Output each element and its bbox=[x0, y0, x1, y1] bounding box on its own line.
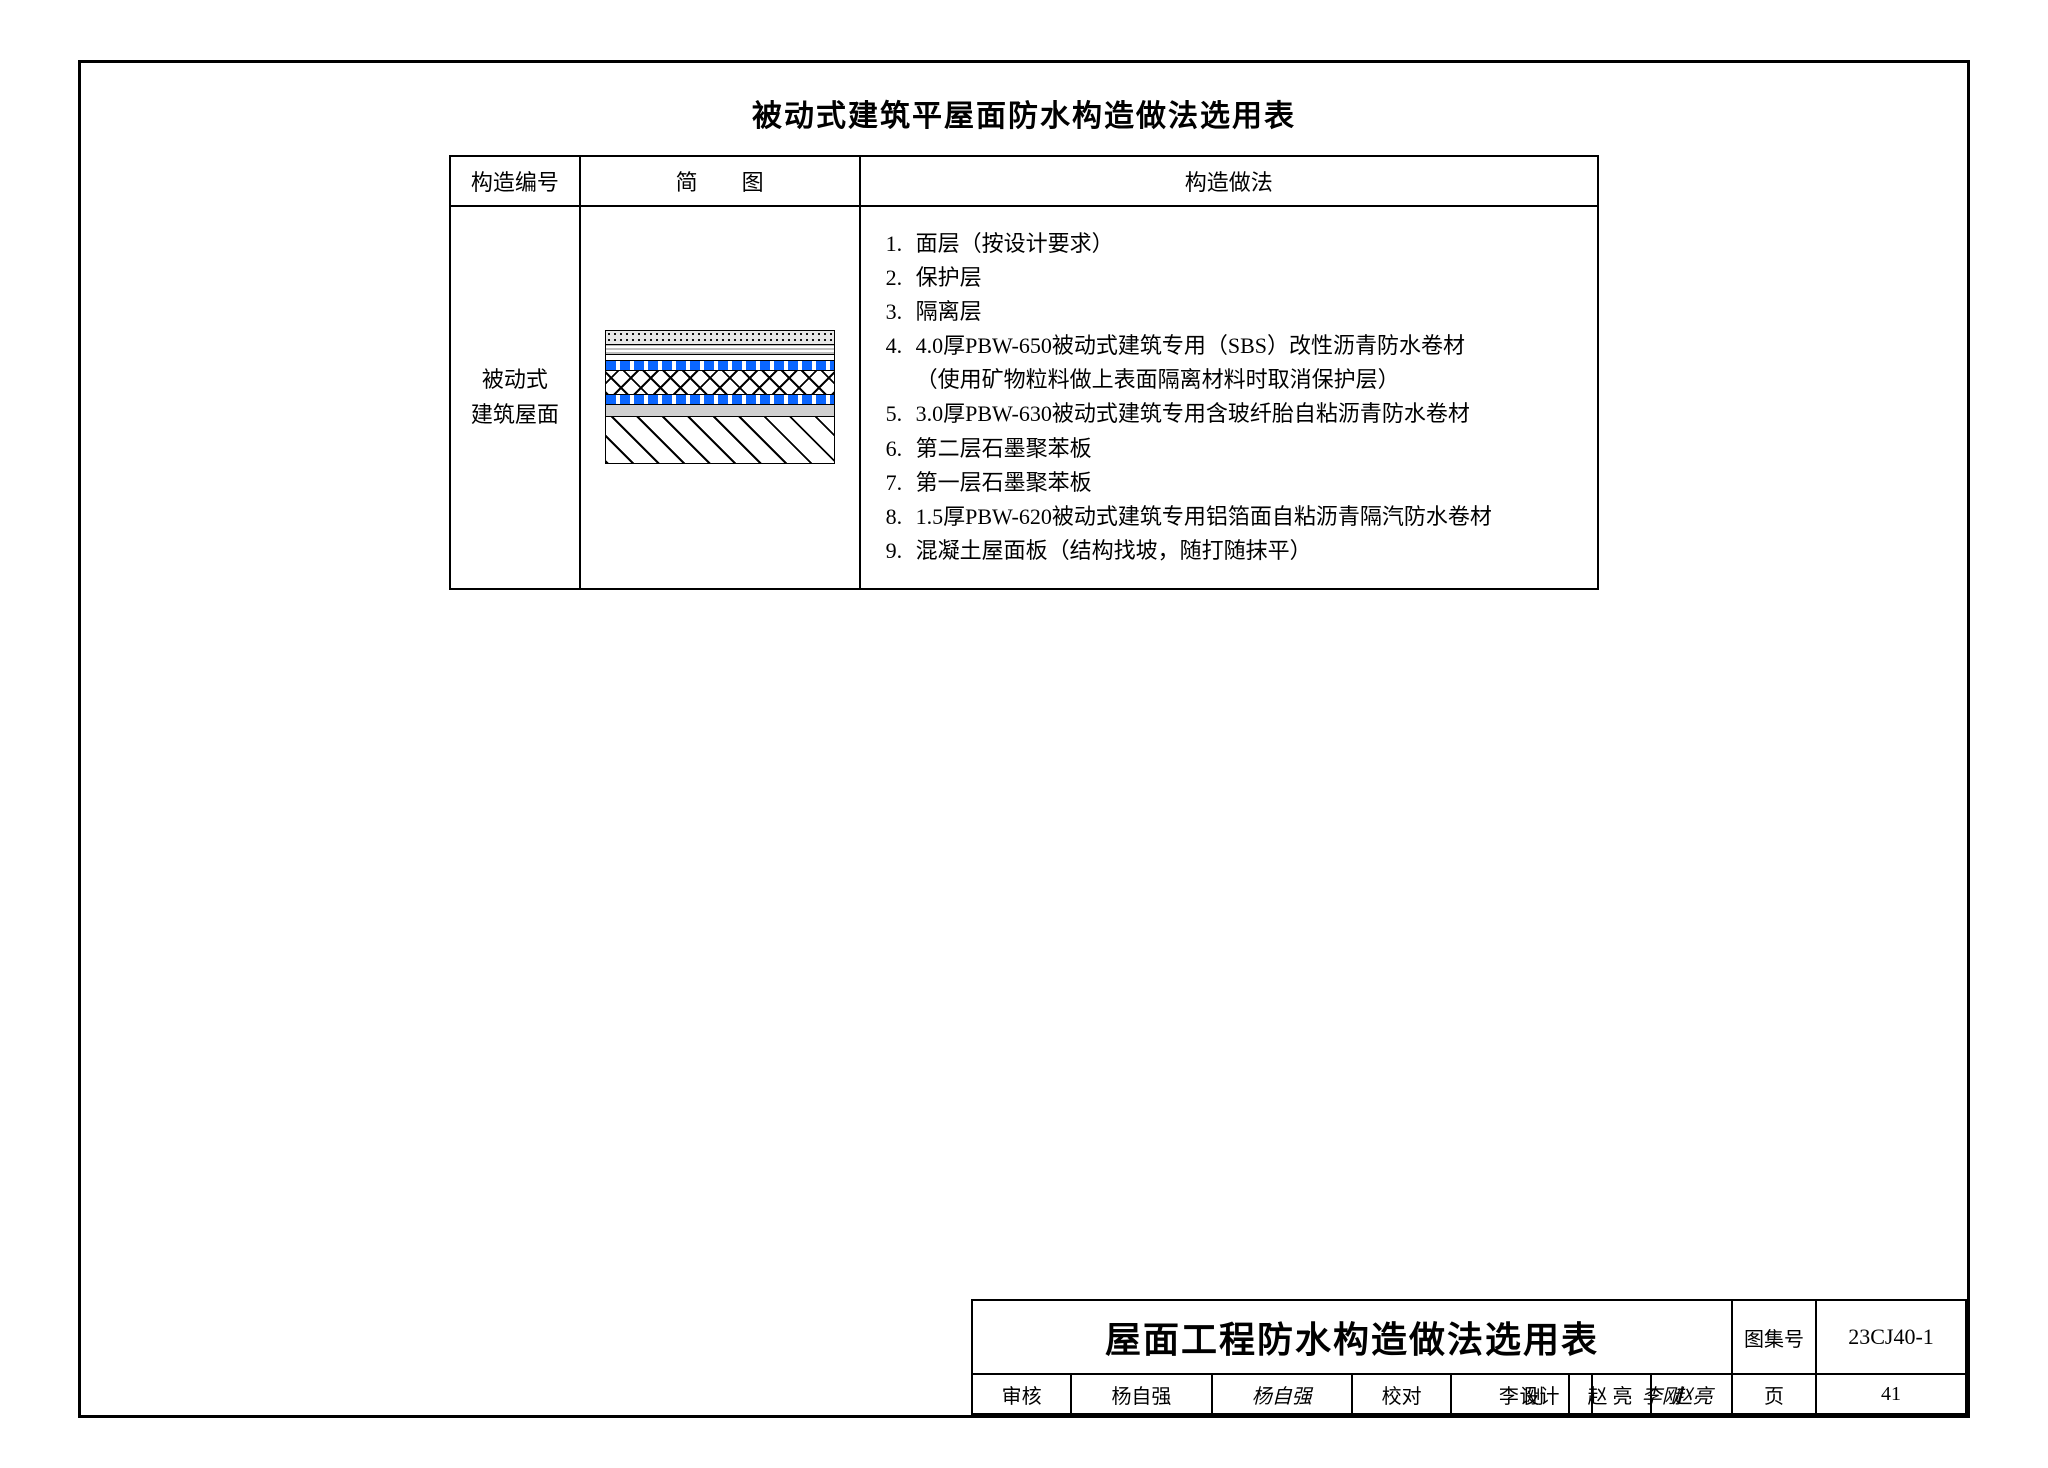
layer-membrane-blue bbox=[605, 394, 835, 404]
title-block-design-overlay: 设计 赵 亮 赵亮 bbox=[1511, 1300, 1733, 1415]
spec-item: 9.混凝土屋面板（结构找坡，随打随抹平） bbox=[886, 534, 1577, 568]
spec-list: 1.面层（按设计要求） 2.保护层 3.隔离层 4.4.0厚PBW-650被动式… bbox=[886, 227, 1577, 568]
spec-item: 5.3.0厚PBW-630被动式建筑专用含玻纤胎自粘沥青防水卷材 bbox=[886, 397, 1577, 431]
spec-text: 1.5厚PBW-620被动式建筑专用铝箔面自粘沥青隔汽防水卷材 bbox=[916, 504, 1492, 529]
spec-text: 隔离层 bbox=[916, 299, 982, 324]
review-label: 审核 bbox=[972, 1374, 1071, 1414]
title-block: 屋面工程防水构造做法选用表 图集号 23CJ40-1 审核 杨自强 杨自强 校对… bbox=[971, 1299, 1967, 1415]
atlas-number-label: 图集号 bbox=[1732, 1300, 1816, 1374]
spec-item: 6.第二层石墨聚苯板 bbox=[886, 432, 1577, 466]
review-signature: 杨自强 bbox=[1212, 1374, 1352, 1414]
spec-text: 保护层 bbox=[916, 265, 982, 290]
table-row: 被动式 建筑屋面 bbox=[450, 206, 1598, 589]
page: 被动式建筑平屋面防水构造做法选用表 构造编号 简 图 构造做法 被动式 建筑屋面 bbox=[0, 0, 2048, 1468]
code-line: 建筑屋面 bbox=[451, 397, 579, 432]
layer-gray-board bbox=[605, 404, 835, 416]
atlas-number-value: 23CJ40-1 bbox=[1816, 1300, 1966, 1374]
col-header-spec: 构造做法 bbox=[860, 156, 1598, 206]
spec-text: （使用矿物粒料做上表面隔离材料时取消保护层） bbox=[916, 367, 1400, 392]
page-number: 41 bbox=[1816, 1374, 1966, 1414]
spec-item: 1.面层（按设计要求） bbox=[886, 227, 1577, 261]
spec-item: 7.第一层石墨聚苯板 bbox=[886, 466, 1577, 500]
col-header-code: 构造编号 bbox=[450, 156, 580, 206]
spec-text: 第一层石墨聚苯板 bbox=[916, 470, 1092, 495]
code-line: 被动式 bbox=[451, 362, 579, 397]
page-title: 被动式建筑平屋面防水构造做法选用表 bbox=[81, 91, 1967, 135]
layer-membrane-blue bbox=[605, 360, 835, 370]
spec-text: 3.0厚PBW-630被动式建筑专用含玻纤胎自粘沥青防水卷材 bbox=[916, 401, 1470, 426]
check-label: 校对 bbox=[1352, 1374, 1451, 1414]
spec-text: 第二层石墨聚苯板 bbox=[916, 436, 1092, 461]
spec-item: 8.1.5厚PBW-620被动式建筑专用铝箔面自粘沥青隔汽防水卷材 bbox=[886, 500, 1577, 534]
spec-item: 3.隔离层 bbox=[886, 295, 1577, 329]
spec-text: 混凝土屋面板（结构找坡，随打随抹平） bbox=[916, 538, 1312, 563]
spec-text: 面层（按设计要求） bbox=[916, 231, 1114, 256]
spec-item: 2.保护层 bbox=[886, 261, 1577, 295]
figure-cell bbox=[580, 206, 860, 589]
layer-protect bbox=[605, 344, 835, 354]
spec-item: 4.4.0厚PBW-650被动式建筑专用（SBS）改性沥青防水卷材 bbox=[886, 329, 1577, 363]
construction-selection-table: 构造编号 简 图 构造做法 被动式 建筑屋面 bbox=[449, 155, 1599, 590]
design-name: 赵 亮 bbox=[1569, 1374, 1651, 1414]
spec-cell: 1.面层（按设计要求） 2.保护层 3.隔离层 4.4.0厚PBW-650被动式… bbox=[860, 206, 1598, 589]
layer-concrete-hatch bbox=[605, 416, 835, 464]
spec-text: 4.0厚PBW-650被动式建筑专用（SBS）改性沥青防水卷材 bbox=[916, 333, 1465, 358]
construction-code-cell: 被动式 建筑屋面 bbox=[450, 206, 580, 589]
drawing-frame: 被动式建筑平屋面防水构造做法选用表 构造编号 简 图 构造做法 被动式 建筑屋面 bbox=[78, 60, 1970, 1418]
spec-item-sub: （使用矿物粒料做上表面隔离材料时取消保护层） bbox=[886, 363, 1577, 397]
layer-top-granule bbox=[605, 330, 835, 344]
design-signature: 赵亮 bbox=[1651, 1374, 1733, 1414]
layer-crosshatch bbox=[605, 370, 835, 394]
page-label: 页 bbox=[1732, 1374, 1816, 1414]
layer-section-diagram bbox=[605, 330, 835, 464]
table-header-row: 构造编号 简 图 构造做法 bbox=[450, 156, 1598, 206]
review-name: 杨自强 bbox=[1071, 1374, 1211, 1414]
col-header-figure: 简 图 bbox=[580, 156, 860, 206]
design-label: 设计 bbox=[1511, 1374, 1569, 1414]
